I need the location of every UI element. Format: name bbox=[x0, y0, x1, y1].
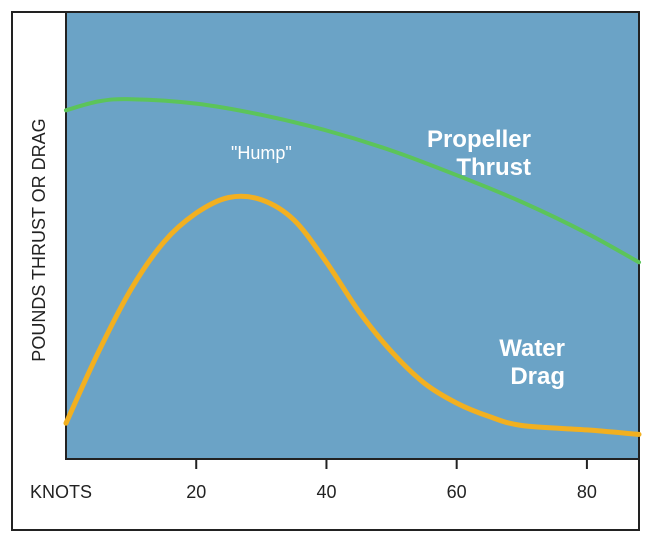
y-axis-label: POUNDS THRUST OR DRAG bbox=[29, 118, 49, 361]
drag-label: Drag bbox=[510, 363, 565, 390]
x-tick-label: 60 bbox=[447, 482, 467, 502]
hump-annotation: "Hump" bbox=[231, 143, 292, 163]
water-drag-line bbox=[63, 193, 642, 437]
thrust-label: Thrust bbox=[456, 154, 531, 181]
propeller-thrust-line bbox=[64, 97, 641, 265]
x-tick-label: 20 bbox=[186, 482, 206, 502]
propeller-label: Propeller bbox=[427, 126, 531, 153]
plot-area bbox=[65, 11, 640, 460]
water-label: Water bbox=[499, 335, 565, 362]
x-tick-label: 40 bbox=[316, 482, 336, 502]
x-axis-label: KNOTS bbox=[30, 482, 92, 502]
x-tick-label: 80 bbox=[577, 482, 597, 502]
